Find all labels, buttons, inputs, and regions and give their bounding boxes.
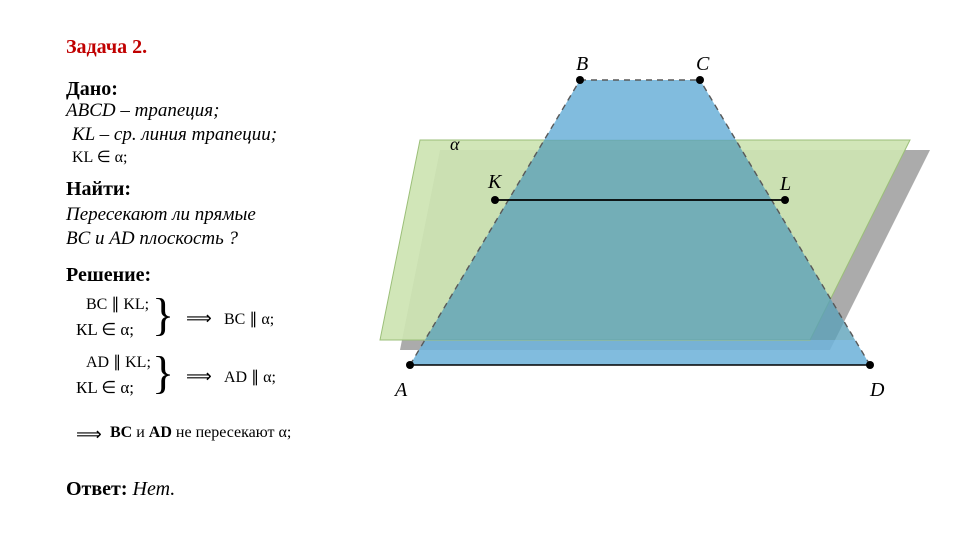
page: { "problem": { "title": "Задача 2.", "ti… xyxy=(0,0,960,540)
svg-text:C: C xyxy=(696,53,710,75)
svg-text:L: L xyxy=(779,173,791,195)
svg-text:K: K xyxy=(487,171,503,193)
svg-text:α: α xyxy=(450,134,460,154)
svg-text:D: D xyxy=(869,379,885,401)
svg-text:B: B xyxy=(576,53,588,75)
svg-text:A: A xyxy=(393,379,408,401)
geometry-figure: A B C D K Lα xyxy=(0,0,960,540)
